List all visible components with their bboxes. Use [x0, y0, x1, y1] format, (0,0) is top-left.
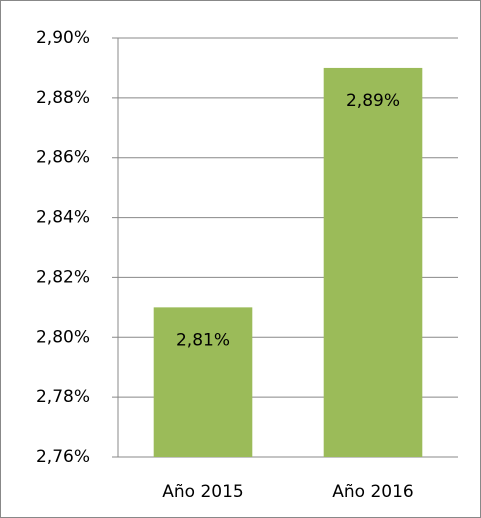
y-tick-label: 2,80%	[36, 327, 90, 347]
data-label: 2,89%	[346, 91, 400, 111]
y-tick-label: 2,78%	[36, 387, 90, 407]
bar	[153, 307, 253, 457]
bar	[323, 67, 423, 457]
y-tick-label: 2,82%	[36, 267, 90, 287]
y-tick-label: 2,84%	[36, 208, 90, 228]
y-tick-label: 2,86%	[36, 148, 90, 168]
x-tick-label: Año 2016	[332, 482, 413, 502]
y-tick-label: 2,88%	[36, 88, 90, 108]
y-tick-label: 2,76%	[36, 447, 90, 467]
y-tick-label: 2,90%	[36, 28, 90, 48]
x-tick-label: Año 2015	[162, 482, 243, 502]
data-label: 2,81%	[176, 330, 230, 350]
